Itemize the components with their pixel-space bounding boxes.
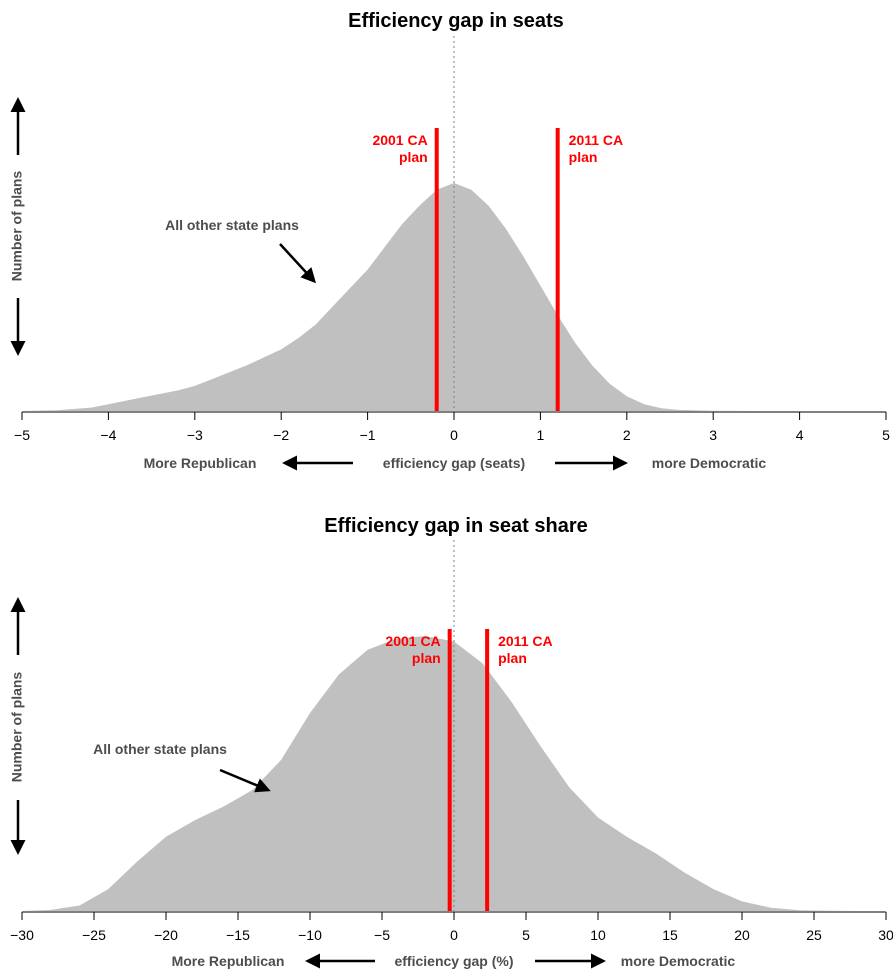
chart-title: Efficiency gap in seat share — [324, 515, 587, 537]
annotation-arrow — [279, 243, 317, 284]
density-area — [22, 636, 886, 911]
annotation-arrow — [219, 768, 271, 793]
x-tick-label: −2 — [273, 427, 289, 443]
x-label-left: More Republican — [144, 455, 257, 471]
x-tick-label: 5 — [882, 427, 890, 443]
x-tick-label: −1 — [360, 427, 376, 443]
x-tick-label: 5 — [522, 927, 530, 943]
x-label-left: More Republican — [172, 953, 285, 969]
reference-line-label: 2001 CA plan — [372, 132, 427, 165]
reference-line-label: 2001 CA plan — [385, 633, 440, 666]
annotation-group: All other state plans — [93, 741, 271, 793]
annotation-label: All other state plans — [165, 217, 299, 233]
x-tick-label: −4 — [100, 427, 116, 443]
x-tick-label: 2 — [623, 427, 631, 443]
x-label-right: more Democratic — [621, 953, 736, 969]
x-tick-label: 30 — [878, 927, 893, 943]
x-label-center: efficiency gap (%) — [394, 953, 513, 969]
reference-line-label: 2011 CA plan — [498, 633, 552, 666]
x-tick-label: −5 — [14, 427, 30, 443]
y-axis-label: Number of plans — [9, 171, 25, 282]
x-tick-label: −30 — [10, 927, 34, 943]
x-tick-label: 3 — [709, 427, 717, 443]
x-tick-label: 10 — [590, 927, 606, 943]
x-tick-label: 15 — [662, 927, 678, 943]
reference-lines-layer: 2001 CA plan 2011 CA plan — [385, 629, 553, 911]
x-tick-label: 0 — [450, 427, 458, 443]
x-tick-label: −5 — [374, 927, 390, 943]
x-axis: −30 −25 −20 −15 −10 −5 0 5 10 15 20 25 30 — [10, 911, 893, 943]
x-tick-label: −10 — [298, 927, 322, 943]
reference-lines-layer: 2001 CA plan 2011 CA plan — [372, 128, 623, 411]
density-area-layer — [22, 636, 886, 911]
x-tick-label: −25 — [82, 927, 106, 943]
annotation-label: All other state plans — [93, 741, 227, 757]
x-axis-label-group: More Republican efficiency gap (%) more … — [172, 953, 736, 969]
x-tick-label: −20 — [154, 927, 178, 943]
x-tick-label: 20 — [734, 927, 750, 943]
x-tick-label: 1 — [537, 427, 545, 443]
x-axis-label-group: More Republican efficiency gap (seats) m… — [144, 455, 767, 471]
x-tick-label: −3 — [187, 427, 203, 443]
chart-title: Efficiency gap in seats — [348, 10, 564, 32]
x-tick-label: −15 — [226, 927, 250, 943]
x-label-right: more Democratic — [652, 455, 767, 471]
x-tick-label: 0 — [450, 927, 458, 943]
x-axis: −5 −4 −3 −2 −1 0 1 2 3 4 5 — [14, 411, 890, 443]
y-axis-label-group: Number of plans — [9, 97, 26, 356]
reference-line-label: 2011 CA plan — [569, 132, 623, 165]
y-axis-label: Number of plans — [9, 672, 25, 783]
chart-panel-seat-share: Efficiency gap in seat share Number of p… — [9, 515, 893, 969]
annotation-group: All other state plans — [165, 217, 317, 284]
x-tick-label: 25 — [806, 927, 822, 943]
y-axis-label-group: Number of plans — [9, 597, 26, 855]
chart-panel-seats: Efficiency gap in seats Number of plans … — [9, 10, 890, 471]
x-label-center: efficiency gap (seats) — [383, 455, 525, 471]
x-tick-label: 4 — [796, 427, 804, 443]
